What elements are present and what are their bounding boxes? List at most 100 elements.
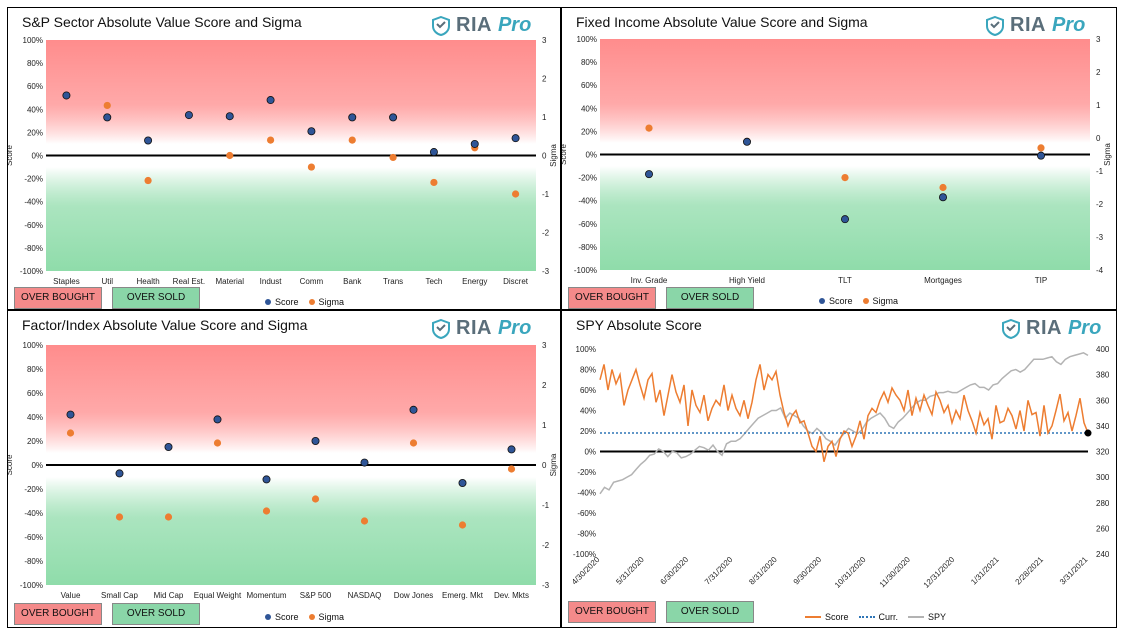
y-tick-label: 80% [27,59,43,68]
sigma-point [213,439,222,447]
y-tick-label: 0% [584,448,596,457]
score-point [184,111,193,120]
y2-tick-label: 0 [542,152,547,161]
x-tick-label: Mid Cap [154,591,184,600]
score-point [66,410,75,419]
y2-tick-label: -1 [542,190,550,199]
legend-score: Score [275,612,299,622]
y2-tick-label: 0 [1096,134,1101,143]
score-point [742,137,751,146]
fixed-income-chart: 100% 80% 60% 40% 20% 0% -20% -40% -60% -80% -100% 3… [562,35,1112,285]
y2-tick-label: -2 [1096,200,1104,209]
y2-tick-label: 280 [1096,499,1110,508]
y-tick-label: 60% [27,82,43,91]
y2-axis-label: Sigma [549,453,558,476]
sigma-point [307,163,316,171]
x-tick-label: Emerg. Mkt [442,591,484,600]
oversold-button[interactable]: OVER SOLD [666,287,754,309]
y-axis-label: Score [562,144,568,165]
y2-tick-label: 1 [542,113,547,122]
x-tick-label: Tech [425,277,442,286]
sigma-point [226,151,234,160]
score-point [840,215,849,224]
y2-tick-label: -3 [1096,233,1104,242]
y-tick-label: 100% [23,341,43,350]
y2-tick-label: 300 [1096,473,1110,482]
x-tick-label: Discret [503,277,529,286]
oversold-button[interactable]: OVER SOLD [112,603,200,625]
y2-tick-label: 360 [1096,396,1110,405]
y-tick-label: 80% [27,365,43,374]
y-tick-label: -100% [574,266,597,275]
score-line-icon [805,616,821,618]
y2-tick-label: -2 [542,541,550,550]
x-tick-label: S&P 500 [300,591,332,600]
x-tick-label: Health [137,277,160,286]
y2-tick-label: 400 [1096,345,1110,354]
current-score-point [1084,429,1092,437]
score-point [311,437,320,446]
overbought-button[interactable]: OVER BOUGHT [568,601,656,623]
score-line [599,364,1089,462]
y2-tick-label: 320 [1096,448,1110,457]
score-point [938,193,947,202]
overbought-button[interactable]: OVER BOUGHT [568,287,656,309]
logo-ria: RIA [1010,14,1046,36]
y-tick-label: 0% [585,151,597,160]
y-tick-label: 20% [580,427,596,436]
overbought-button[interactable]: OVER BOUGHT [14,603,102,625]
shield-icon [986,15,1004,36]
curr-line-icon [858,616,875,618]
x-tick-label: 8/31/2020 [747,555,779,587]
x-tick-label: TLT [838,276,852,285]
oversold-button[interactable]: OVER SOLD [112,287,200,309]
y-tick-label: 20% [27,437,43,446]
score-point [62,91,71,100]
x-tick-label: 4/30/2020 [570,555,602,587]
x-tick-label: NASDAQ [348,591,382,600]
y-tick-label: -80% [24,557,43,566]
sigma-point [1037,144,1045,152]
logo-pro: Pro [1051,14,1086,36]
legend-sigma: Sigma [872,296,899,306]
score-point [409,405,418,414]
overbought-button[interactable]: OVER BOUGHT [14,287,102,309]
logo-pro: Pro [497,317,532,339]
sigma-point [458,521,467,529]
y-tick-label: -60% [578,220,597,229]
sigma-point [348,136,356,144]
oversold-button[interactable]: OVER SOLD [666,601,754,623]
factor-index-panel: Factor/Index Absolute Value Score and Si… [7,310,561,628]
logo-ria: RIA [456,317,492,339]
x-tick-label: 1/31/2021 [969,555,1001,587]
x-tick-label: 3/31/2021 [1058,555,1090,587]
legend-sigma: Sigma [318,612,345,622]
x-tick-label: Trans [383,277,403,286]
legend-spy: SPY [928,612,947,622]
ria-pro-logo: RIA Pro [432,14,531,37]
legend-score: Score [829,296,853,306]
y2-tick-label: -2 [542,229,550,238]
score-point [348,113,357,122]
score-marker-icon [265,614,271,620]
y2-tick-label: 340 [1096,422,1110,431]
factor-index-chart: 100% 80% 60% 40% 20% 0% -20% -40% -60% -80% -100% 3… [8,341,558,600]
panel-title: S&P Sector Absolute Value Score and Sigm… [22,14,302,30]
sigma-point [164,513,173,521]
x-tick-label: Indust [260,277,283,286]
panel-title: Fixed Income Absolute Value Score and Si… [576,14,868,30]
sigma-point [841,174,849,182]
legend-score: Score [275,297,299,307]
y-tick-label: -40% [24,198,43,207]
score-point [103,113,112,122]
y-tick-label: -60% [24,533,43,542]
chart-legend: Score Curr. SPY [805,612,946,622]
y2-tick-label: -4 [1096,266,1104,275]
x-tick-label: Small Cap [101,591,138,600]
score-point [164,442,173,451]
score-point [507,445,516,454]
score-point [266,96,275,105]
y-tick-label: -100% [573,550,596,559]
y2-tick-label: -1 [542,501,550,510]
x-tick-label: 9/30/2020 [792,555,824,587]
